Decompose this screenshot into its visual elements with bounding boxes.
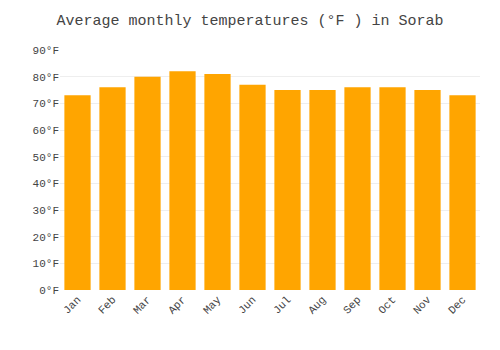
svg-text:Feb: Feb [96,294,118,316]
svg-text:90°F: 90°F [33,45,59,57]
svg-text:May: May [201,294,224,317]
svg-text:40°F: 40°F [33,178,59,190]
svg-text:Average monthly temperatures (: Average monthly temperatures (°F ) in So… [56,13,443,30]
svg-text:Apr: Apr [166,294,188,316]
svg-text:Jun: Jun [236,294,258,316]
svg-text:10°F: 10°F [33,258,59,270]
svg-text:Jul: Jul [271,294,293,316]
svg-text:70°F: 70°F [33,98,59,110]
svg-text:Aug: Aug [306,294,328,316]
svg-text:Dec: Dec [446,294,468,316]
svg-text:30°F: 30°F [33,205,59,217]
svg-text:Nov: Nov [411,294,434,317]
svg-text:80°F: 80°F [33,72,59,84]
svg-text:50°F: 50°F [33,152,59,164]
svg-text:Oct: Oct [376,294,398,316]
svg-text:20°F: 20°F [33,232,59,244]
svg-text:Sep: Sep [341,294,363,316]
svg-text:0°F: 0°F [39,285,59,297]
svg-text:Jan: Jan [61,294,83,316]
svg-text:60°F: 60°F [33,125,59,137]
svg-text:Mar: Mar [131,294,153,316]
